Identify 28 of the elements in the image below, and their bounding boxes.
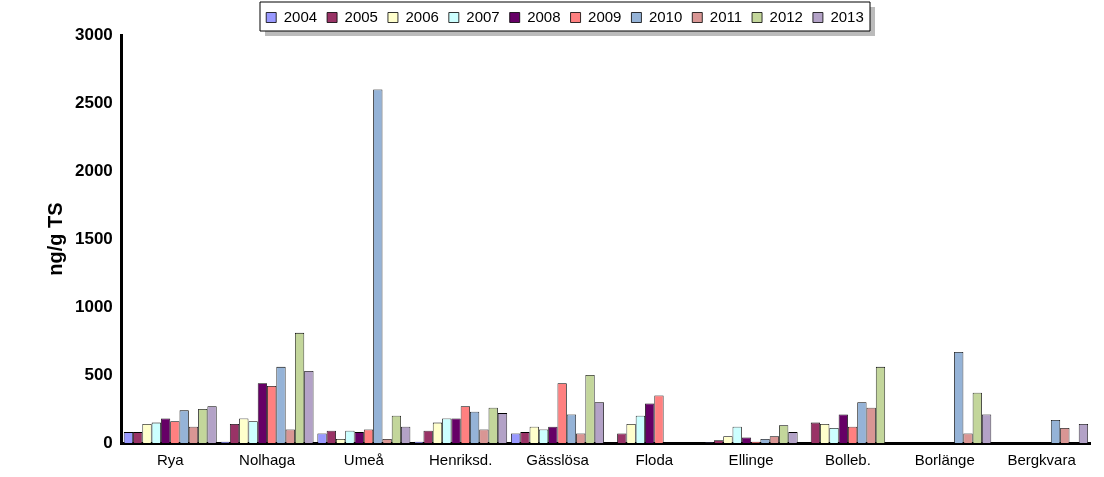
x-tick-label: Borlänge [914, 451, 975, 469]
y-tick-label: 2500 [74, 92, 113, 112]
legend-label: 2013 [830, 7, 864, 25]
legend-label: 2008 [527, 7, 561, 25]
x-tick-label: Bolleb. [825, 451, 871, 469]
y-tick-label: 1000 [74, 296, 113, 316]
legend-label: 2006 [405, 7, 439, 25]
x-tick-label: Nolhaga [239, 451, 296, 469]
legend-label: 2010 [648, 7, 683, 25]
y-tick-label: 2000 [74, 160, 113, 180]
y-tick-label: 0 [103, 432, 113, 452]
legend-label: 2007 [466, 7, 500, 25]
x-tick-label: Rya [156, 451, 185, 469]
x-tick-label: Gässlösa [526, 451, 590, 469]
x-tick-label: Bergkvara [1007, 451, 1077, 469]
y-tick-label: 1500 [74, 228, 113, 248]
y-axis-title: ng/g TS [43, 202, 66, 276]
x-tick-label: Umeå [343, 451, 385, 469]
legend-label: 2005 [344, 7, 378, 25]
legend-label: 2011 [709, 7, 743, 25]
x-tick-label: Ellinge [728, 451, 774, 469]
x-tick-label: Henriksd. [429, 451, 493, 469]
legend-label: 2009 [588, 7, 622, 25]
y-tick-label: 500 [84, 364, 113, 384]
legend-label: 2012 [769, 7, 803, 25]
legend-label: 2004 [283, 7, 318, 25]
y-tick-label: 3000 [74, 24, 113, 44]
x-tick-label: Floda [635, 451, 674, 469]
